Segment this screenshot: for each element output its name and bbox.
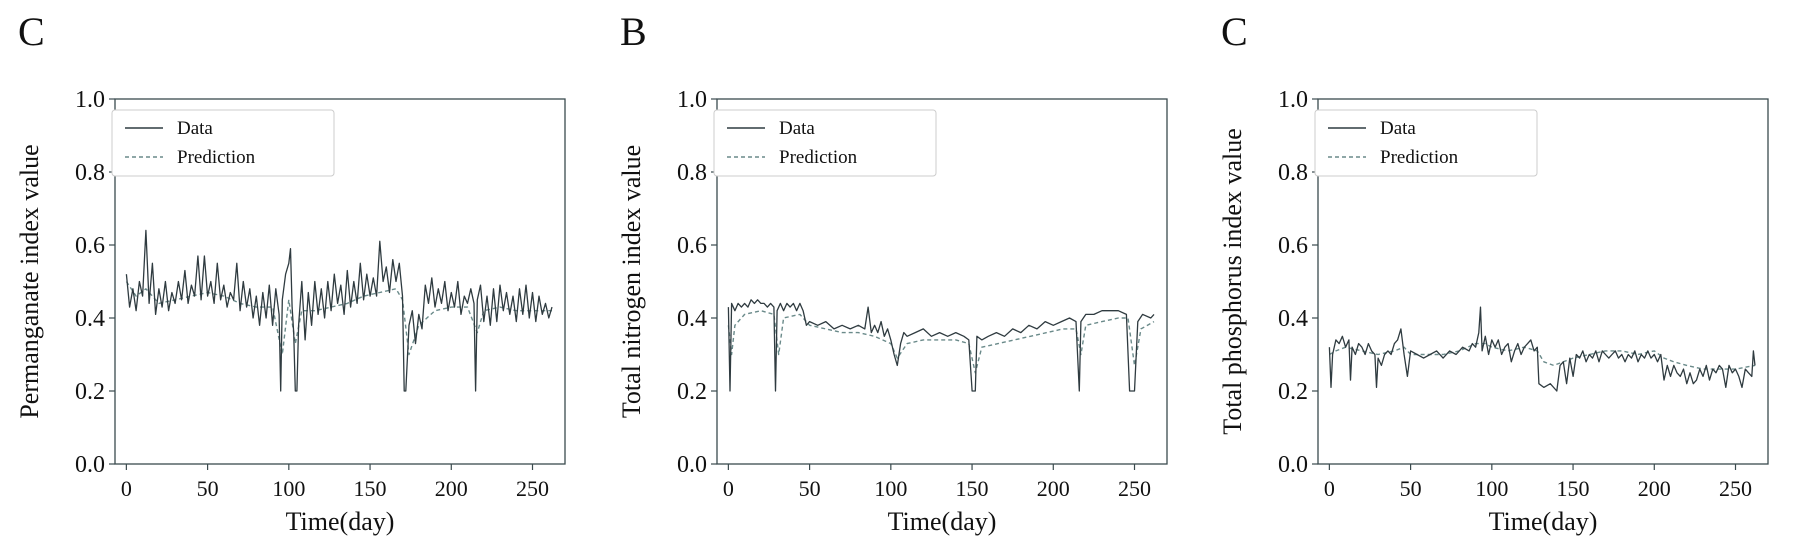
series-layer	[125, 229, 553, 392]
y-tick-label: 0.2	[1278, 379, 1308, 405]
series-line-data	[1328, 306, 1756, 392]
legend-prediction-label: Prediction	[1380, 147, 1459, 168]
panel-letter: C	[1221, 9, 1248, 54]
x-tick-label: 150	[1557, 476, 1590, 501]
y-tick-label: 0.2	[75, 379, 105, 405]
y-tick-label: 0.4	[1278, 306, 1308, 332]
legend-box	[713, 109, 937, 177]
legend-box	[111, 109, 335, 177]
series-line-data	[125, 229, 553, 392]
x-tick-label: 100	[1475, 476, 1508, 501]
x-axis-label: Time(day)	[888, 507, 997, 536]
y-tick-label: 0.6	[677, 233, 707, 259]
y-axis-label: Total nitrogen index value	[617, 145, 646, 418]
axis-ticks: 0 50 100 150 200 250 0.0 0.2 0.4 0.6 0.8 1.0	[75, 87, 549, 501]
legend-box	[1314, 109, 1538, 177]
legend-prediction-label: Prediction	[779, 147, 858, 168]
y-tick-label: 0.4	[677, 306, 707, 332]
x-tick-label: 150	[956, 476, 989, 501]
y-tick-label: 0.2	[677, 379, 707, 405]
plot-frame	[716, 98, 1168, 465]
legend-data-label: Data	[177, 118, 213, 139]
legend: Data Prediction	[713, 109, 937, 177]
legend: Data Prediction	[1314, 109, 1538, 177]
x-tick-label: 0	[121, 476, 132, 501]
panel-total-phosphorus: C 0 50 100 150 200 250 0.0 0.2 0.4 0.6 0.8 1.0 Tota…	[1218, 9, 1769, 536]
plot-frame	[1317, 98, 1769, 465]
x-tick-label: 0	[723, 476, 734, 501]
panel-letter: B	[620, 9, 647, 54]
y-tick-label: 0.6	[75, 233, 105, 259]
x-tick-label: 250	[1118, 476, 1151, 501]
y-tick-label: 1.0	[75, 87, 105, 113]
y-tick-label: 0.0	[75, 452, 105, 478]
legend-prediction-label: Prediction	[177, 147, 256, 168]
panel-permanganate: C 0 50 100 150 200 250 0.0 0.2 0.4 0.6 0.8 1.0 Perm…	[15, 9, 566, 536]
y-axis-label: Permanganate index value	[15, 144, 44, 418]
y-tick-label: 1.0	[677, 87, 707, 113]
y-tick-label: 0.8	[1278, 160, 1308, 186]
x-tick-label: 250	[516, 476, 549, 501]
y-tick-label: 0.4	[75, 306, 105, 332]
plot-frame	[114, 98, 566, 465]
series-line-data	[727, 299, 1155, 392]
series-line-prediction	[727, 310, 1155, 374]
x-tick-label: 200	[1638, 476, 1671, 501]
y-tick-label: 1.0	[1278, 87, 1308, 113]
panel-total-nitrogen: B 0 50 100 150 200 250 0.0 0.2 0.4 0.6 0.8 1.0 Tota…	[617, 9, 1168, 536]
x-axis-label: Time(day)	[286, 507, 395, 536]
axis-ticks: 0 50 100 150 200 250 0.0 0.2 0.4 0.6 0.8 1.0	[677, 87, 1151, 501]
x-tick-label: 100	[272, 476, 305, 501]
y-tick-label: 0.0	[677, 452, 707, 478]
series-layer	[1328, 306, 1756, 392]
x-tick-label: 200	[435, 476, 468, 501]
y-tick-label: 0.0	[1278, 452, 1308, 478]
legend-data-label: Data	[1380, 118, 1416, 139]
y-tick-label: 0.8	[75, 160, 105, 186]
panel-letter: C	[18, 9, 45, 54]
axis-ticks: 0 50 100 150 200 250 0.0 0.2 0.4 0.6 0.8 1.0	[1278, 87, 1752, 501]
x-tick-label: 100	[874, 476, 907, 501]
x-tick-label: 50	[197, 476, 219, 501]
y-axis-label: Total phosphorus index value	[1218, 128, 1247, 435]
legend-data-label: Data	[779, 118, 815, 139]
x-axis-label: Time(day)	[1489, 507, 1598, 536]
legend: Data Prediction	[111, 109, 335, 177]
x-tick-label: 50	[799, 476, 821, 501]
x-tick-label: 200	[1037, 476, 1070, 501]
x-tick-label: 0	[1324, 476, 1335, 501]
series-layer	[727, 299, 1155, 392]
y-tick-label: 0.6	[1278, 233, 1308, 259]
x-tick-label: 250	[1719, 476, 1752, 501]
x-tick-label: 50	[1400, 476, 1422, 501]
y-tick-label: 0.8	[677, 160, 707, 186]
x-tick-label: 150	[354, 476, 387, 501]
